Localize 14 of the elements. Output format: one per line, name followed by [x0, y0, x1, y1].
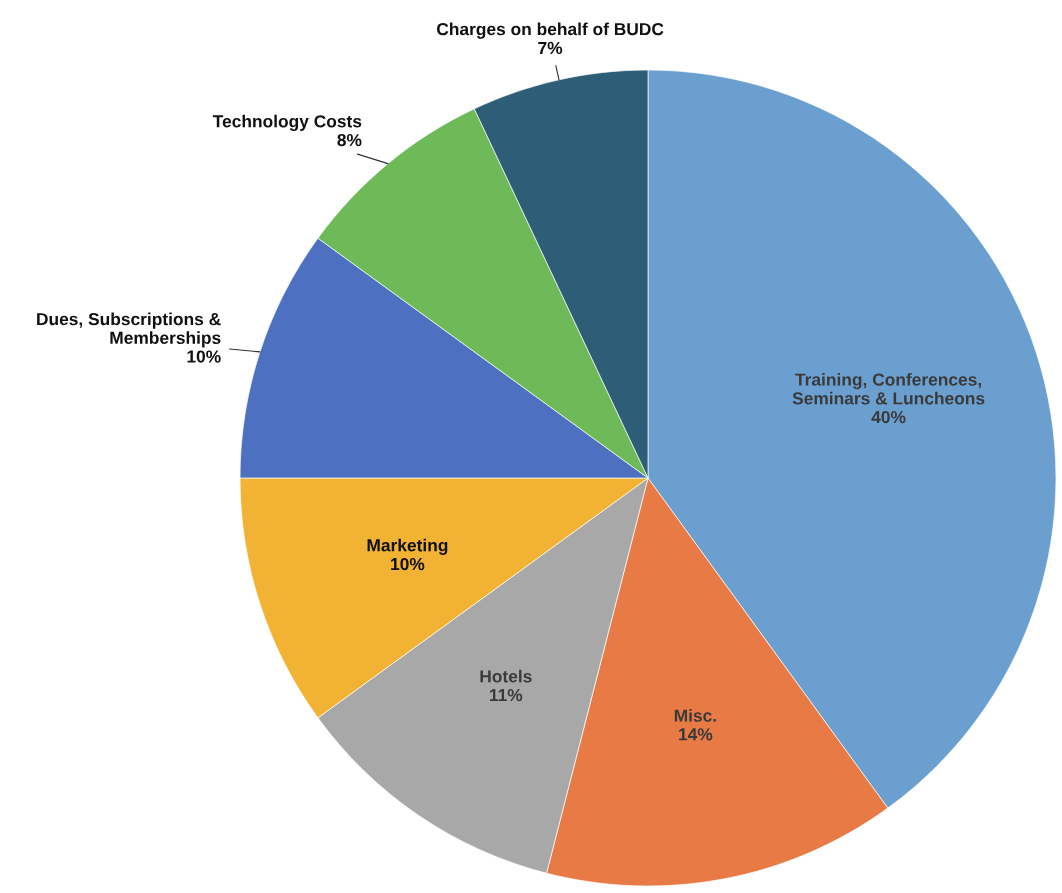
data-label: 11% [490, 688, 523, 702]
data-label: 7% [538, 41, 563, 55]
slice-label: Charges on behalf of BUDC [437, 22, 664, 39]
slice-label: Dues, Subscriptions & Memberships [37, 312, 221, 348]
slice-label: Hotels [480, 669, 532, 683]
data-label: 14% [679, 728, 713, 741]
data-label: 10% [391, 557, 425, 571]
slice-label: Technology Costs [212, 114, 362, 131]
data-label: 10% [187, 350, 221, 363]
slice-label: Misc. [674, 709, 716, 722]
slice-label: Marketing [367, 538, 448, 555]
data-label: 40% [871, 410, 906, 424]
slice-label: Training, Conferences, Seminars & Luncheons [792, 373, 985, 405]
data-label: 8% [337, 133, 362, 147]
